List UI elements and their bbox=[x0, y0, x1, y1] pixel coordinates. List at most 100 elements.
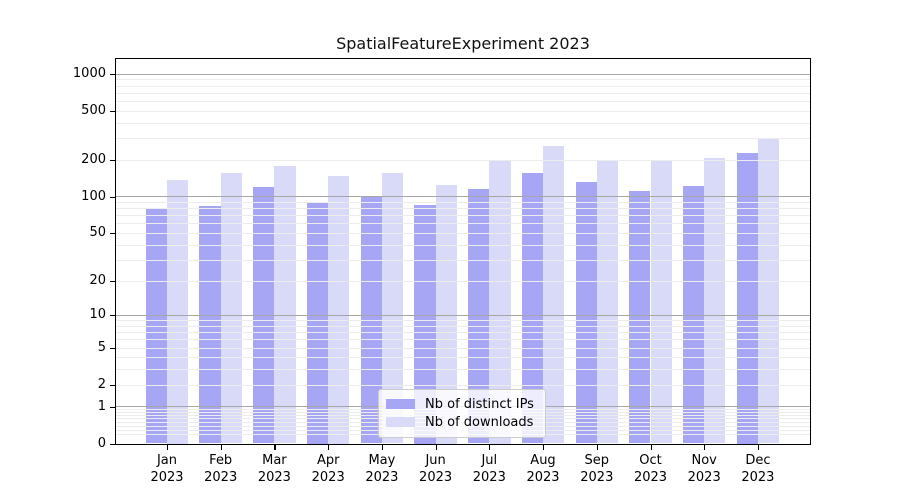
bar-downloads-nov-2023 bbox=[704, 157, 726, 444]
gridline-1000 bbox=[116, 73, 810, 75]
gridline-9 bbox=[116, 320, 810, 322]
bar-downloads-sep-2023 bbox=[596, 160, 619, 444]
legend-swatch-distinct-ips bbox=[386, 399, 415, 409]
gridline-2 bbox=[116, 384, 810, 386]
x-tick-label-feb: Feb 2023 bbox=[204, 452, 238, 485]
x-tick-label-jul: Jul 2023 bbox=[472, 452, 506, 485]
gridline-6 bbox=[116, 339, 810, 341]
bars-layer bbox=[116, 59, 810, 444]
x-tick-mark-jun bbox=[435, 444, 437, 450]
x-tick-mark-oct bbox=[650, 444, 652, 450]
x-tick-label-aug: Aug 2023 bbox=[526, 452, 560, 485]
bar-downloads-feb-2023 bbox=[220, 173, 242, 444]
y-tick-label-200: 200 bbox=[81, 151, 106, 167]
bar-downloads-apr-2023 bbox=[328, 175, 350, 444]
gridline-7 bbox=[116, 332, 810, 334]
gridline-600 bbox=[116, 100, 810, 102]
y-tick-label-500: 500 bbox=[81, 102, 106, 118]
x-tick-mark-apr bbox=[328, 444, 330, 450]
chart-title: SpatialFeatureExperiment 2023 bbox=[336, 34, 590, 53]
bar-distinct-ips-dec-2023 bbox=[736, 152, 758, 444]
gridline-70 bbox=[116, 215, 810, 217]
gridline-3 bbox=[116, 369, 810, 371]
legend-item-distinct-ips: Nb of distinct IPs bbox=[386, 395, 537, 413]
gridline-5 bbox=[116, 347, 810, 349]
legend-label-downloads: Nb of downloads bbox=[425, 414, 534, 430]
bar-distinct-ips-jun-2023 bbox=[414, 205, 436, 444]
bar-downloads-may-2023 bbox=[381, 172, 404, 444]
y-tick-mark-20 bbox=[110, 280, 116, 282]
bar-distinct-ips-feb-2023 bbox=[199, 205, 221, 444]
bar-distinct-ips-apr-2023 bbox=[306, 202, 329, 444]
bar-distinct-ips-sep-2023 bbox=[575, 182, 597, 444]
bar-distinct-ips-jul-2023 bbox=[468, 189, 490, 444]
gridline-100 bbox=[116, 196, 810, 198]
x-tick-mark-jul bbox=[489, 444, 491, 450]
y-tick-label-10: 10 bbox=[89, 307, 106, 323]
y-tick-label-2: 2 bbox=[97, 376, 106, 392]
gridline-500 bbox=[116, 110, 810, 112]
x-tick-label-jun: Jun 2023 bbox=[419, 452, 453, 485]
y-tick-mark-500 bbox=[110, 110, 116, 112]
y-tick-label-5: 5 bbox=[97, 339, 106, 355]
gridline-10 bbox=[116, 315, 810, 317]
y-tick-label-20: 20 bbox=[89, 272, 106, 288]
gridline-4 bbox=[116, 357, 810, 359]
x-tick-label-oct: Oct 2023 bbox=[633, 452, 668, 485]
y-tick-mark-1000 bbox=[110, 73, 116, 75]
gridline-800 bbox=[116, 85, 810, 87]
y-tick-label-1: 1 bbox=[97, 398, 106, 414]
x-tick-label-may: May 2023 bbox=[365, 452, 399, 485]
gridline-700 bbox=[116, 92, 810, 94]
x-tick-label-sep: Sep 2023 bbox=[580, 452, 614, 485]
gridline-60 bbox=[116, 223, 810, 225]
bar-distinct-ips-oct-2023 bbox=[629, 190, 651, 444]
plot-area: Nb of distinct IPs Nb of downloads bbox=[115, 58, 811, 445]
bar-downloads-jan-2023 bbox=[167, 180, 189, 444]
gridline-400 bbox=[116, 122, 810, 124]
bar-distinct-ips-may-2023 bbox=[360, 196, 382, 444]
x-tick-mark-jan bbox=[167, 444, 169, 450]
gridline-300 bbox=[116, 137, 810, 139]
y-tick-label-1000: 1000 bbox=[72, 65, 106, 81]
gridlines-layer bbox=[116, 59, 810, 444]
x-tick-mark-dec bbox=[757, 444, 760, 450]
y-tick-label-0: 0 bbox=[97, 435, 106, 451]
bar-downloads-oct-2023 bbox=[650, 160, 672, 444]
x-tick-label-nov: Nov 2023 bbox=[687, 452, 721, 485]
x-tick-mark-nov bbox=[704, 444, 706, 450]
bar-downloads-aug-2023 bbox=[543, 145, 565, 444]
y-tick-mark-5 bbox=[110, 347, 116, 349]
x-tick-mark-mar bbox=[274, 444, 276, 450]
gridline-80 bbox=[116, 208, 810, 210]
y-tick-mark-10 bbox=[110, 315, 116, 317]
gridline-90 bbox=[116, 202, 810, 203]
bar-downloads-mar-2023 bbox=[274, 165, 296, 444]
gridline-8 bbox=[116, 325, 810, 327]
x-tick-label-mar: Mar 2023 bbox=[257, 452, 291, 485]
y-tick-mark-200 bbox=[110, 159, 116, 161]
x-tick-label-jan: Jan 2023 bbox=[150, 452, 184, 485]
gridline-30 bbox=[116, 259, 810, 261]
y-tick-label-50: 50 bbox=[89, 225, 106, 241]
gridline-40 bbox=[116, 244, 810, 246]
x-tick-mark-feb bbox=[220, 444, 222, 450]
gridline-200 bbox=[116, 159, 810, 161]
legend-label-distinct-ips: Nb of distinct IPs bbox=[425, 396, 534, 412]
bar-downloads-jun-2023 bbox=[435, 184, 457, 444]
gridline-900 bbox=[116, 79, 810, 81]
legend-item-downloads: Nb of downloads bbox=[386, 413, 537, 431]
legend-swatch-downloads bbox=[386, 417, 415, 427]
y-tick-label-100: 100 bbox=[81, 188, 106, 204]
bar-distinct-ips-nov-2023 bbox=[682, 185, 705, 444]
bar-downloads-dec-2023 bbox=[757, 138, 780, 444]
gridline-20 bbox=[116, 280, 810, 282]
bar-distinct-ips-mar-2023 bbox=[253, 186, 275, 444]
y-tick-mark-1 bbox=[110, 406, 116, 408]
bar-distinct-ips-aug-2023 bbox=[521, 173, 543, 444]
y-tick-mark-50 bbox=[110, 233, 116, 235]
x-tick-mark-sep bbox=[596, 444, 598, 450]
y-tick-mark-100 bbox=[110, 196, 116, 198]
x-tick-mark-may bbox=[381, 444, 384, 450]
legend: Nb of distinct IPs Nb of downloads bbox=[378, 389, 546, 438]
